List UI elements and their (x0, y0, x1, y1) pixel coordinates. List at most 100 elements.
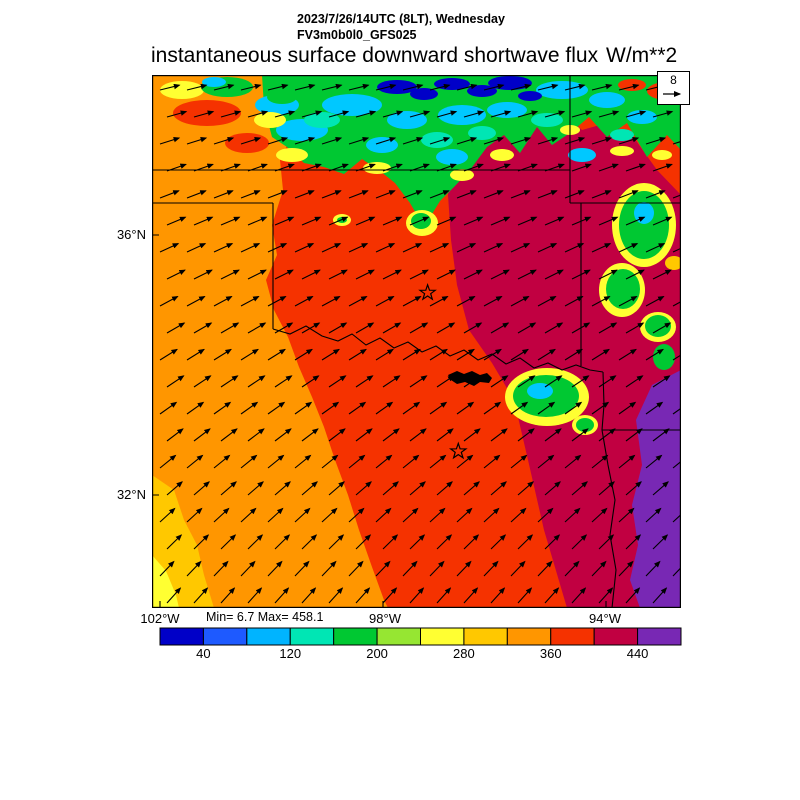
map-shape (294, 507, 311, 523)
contour-patch (468, 126, 496, 140)
map-shape (328, 481, 345, 496)
map-shape (618, 401, 637, 415)
contour-patch (619, 191, 669, 259)
map-shape (645, 348, 664, 361)
contour-patch (576, 418, 594, 432)
map-shape (375, 137, 397, 145)
map-shape (301, 534, 318, 550)
map-shape (429, 137, 451, 145)
map-shape (375, 348, 394, 361)
map-shape (436, 110, 458, 118)
map-shape (483, 348, 502, 361)
map-shape (463, 587, 479, 604)
map-shape (625, 216, 646, 226)
map-shape (517, 534, 534, 550)
map-shape (571, 534, 588, 550)
map-shape (274, 587, 290, 604)
map-shape (220, 322, 240, 334)
map-shape (328, 216, 349, 226)
map-shape (409, 216, 430, 226)
map-shape (463, 375, 482, 388)
map-shape (274, 163, 295, 172)
map-shape (274, 216, 295, 226)
map-shape (382, 216, 403, 226)
map-shape (571, 163, 592, 172)
map-shape (490, 587, 506, 604)
map-shape (483, 190, 504, 199)
map-shape (625, 428, 643, 442)
map-shape (301, 163, 322, 172)
map-shape (645, 190, 666, 199)
map-shape (301, 375, 320, 388)
map-shape (328, 269, 348, 280)
lon-label-102w: 102°W (140, 611, 180, 626)
map-shape (274, 322, 294, 334)
colorbar-tick-label: 280 (453, 646, 475, 661)
map-plot (152, 75, 681, 608)
map-shape (240, 190, 261, 199)
colorbar-segment (506, 627, 552, 646)
map-shape (274, 481, 291, 496)
map-shape (598, 587, 614, 604)
map-shape (598, 375, 617, 388)
map-shape (247, 269, 267, 280)
map-shape (186, 401, 205, 415)
map-shape (564, 560, 580, 577)
map-shape (564, 295, 584, 307)
map-shape (240, 401, 259, 415)
map-shape (240, 137, 262, 145)
contour-patch (363, 162, 391, 174)
map-shape (591, 190, 612, 199)
map-shape (463, 322, 483, 334)
map-shape (159, 401, 178, 415)
flux-region-orange (152, 75, 388, 608)
map-shape (672, 407, 681, 415)
contour-patch (225, 133, 269, 153)
map-shape (591, 243, 612, 253)
map-shape (456, 295, 476, 307)
map-shape (247, 481, 264, 496)
map-shape (321, 243, 342, 253)
map-shape (321, 83, 343, 91)
contour-patch (536, 81, 588, 99)
map-shape (463, 481, 480, 496)
map-shape (402, 454, 420, 469)
map-shape (355, 587, 371, 604)
map-shape (544, 375, 563, 388)
map-shape (348, 190, 369, 199)
map-shape (537, 454, 555, 469)
map-shape (598, 269, 618, 280)
map-shape (645, 454, 663, 469)
map-shape (483, 454, 501, 469)
map-shape (645, 507, 662, 523)
map-shape (186, 295, 206, 307)
map-shape (510, 454, 528, 469)
map-shape (402, 190, 423, 199)
map-shape (409, 587, 425, 604)
map-shape (591, 401, 610, 415)
map-shape (382, 534, 399, 550)
map-shape (348, 348, 367, 361)
map-shape (490, 428, 508, 442)
map-shape (672, 140, 681, 145)
contour-patch (527, 383, 553, 399)
map-shape (517, 587, 533, 604)
contour-patch (568, 148, 596, 162)
map-shape (483, 401, 502, 415)
map-shape (301, 428, 319, 442)
map-shape (375, 83, 397, 91)
map-shape (402, 401, 421, 415)
map-shape (490, 322, 510, 334)
map-shape (247, 163, 268, 172)
contour-patch (589, 92, 625, 108)
contour-patch (450, 169, 474, 181)
map-shape (436, 375, 455, 388)
map-shape (166, 587, 182, 604)
map-shape (240, 348, 259, 361)
map-shape (625, 322, 645, 334)
map-shape (159, 137, 181, 145)
map-shape (625, 481, 642, 496)
map-shape (436, 534, 453, 550)
map-shape (591, 295, 611, 307)
map-shape (537, 507, 554, 523)
